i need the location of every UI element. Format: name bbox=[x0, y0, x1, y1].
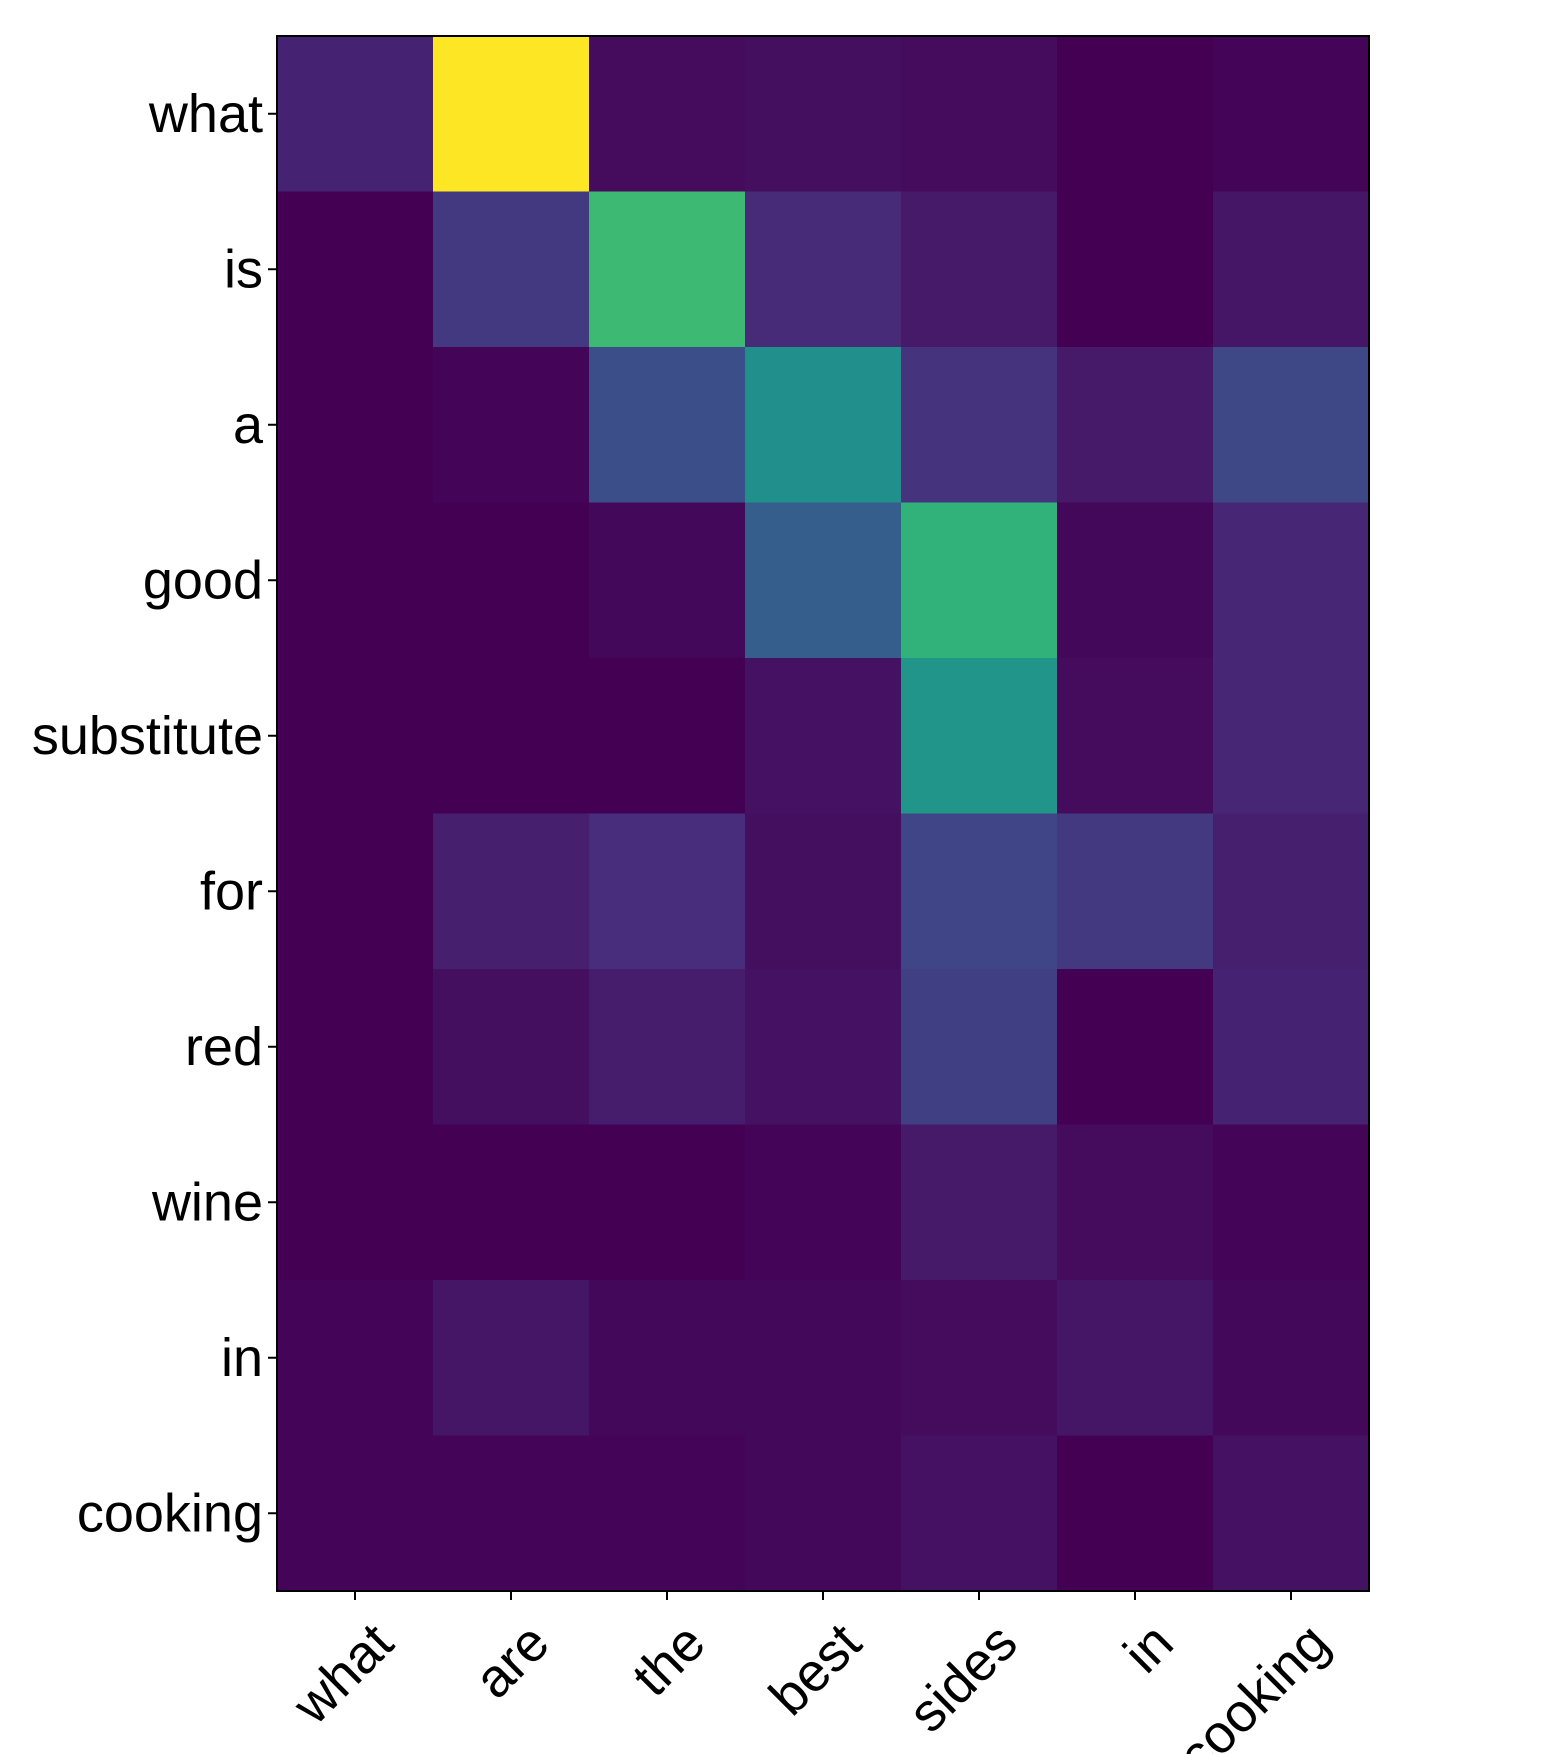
x-tick-label-3: best bbox=[758, 1612, 873, 1727]
heatmap-cell-5-6 bbox=[1213, 813, 1370, 970]
heatmap-cell-3-5 bbox=[1057, 502, 1214, 659]
heatmap-cell-1-4 bbox=[901, 191, 1058, 348]
heatmap-cell-6-3 bbox=[745, 969, 902, 1126]
heatmap-cell-7-0 bbox=[277, 1124, 434, 1281]
x-tick-label-6: cooking bbox=[1167, 1612, 1341, 1754]
heatmap-cell-2-5 bbox=[1057, 347, 1214, 504]
y-tick-label-6: red bbox=[185, 1017, 263, 1077]
x-tick-label-0: what bbox=[281, 1612, 405, 1736]
heatmap-cell-0-1 bbox=[433, 36, 590, 193]
heatmap-cells bbox=[277, 36, 1370, 1592]
heatmap-cell-7-5 bbox=[1057, 1124, 1214, 1281]
heatmap-cell-4-4 bbox=[901, 658, 1058, 815]
y-tick-label-7: wine bbox=[151, 1172, 263, 1232]
heatmap-cell-0-4 bbox=[901, 36, 1058, 193]
heatmap-cell-3-2 bbox=[589, 502, 746, 659]
y-tick-label-2: a bbox=[233, 395, 264, 455]
heatmap-cell-7-6 bbox=[1213, 1124, 1370, 1281]
heatmap-cell-4-6 bbox=[1213, 658, 1370, 815]
heatmap-cell-6-0 bbox=[277, 969, 434, 1126]
x-tick-label-1: are bbox=[463, 1612, 561, 1710]
y-tick-label-4: substitute bbox=[32, 706, 263, 766]
heatmap-cell-2-3 bbox=[745, 347, 902, 504]
heatmap-cell-4-0 bbox=[277, 658, 434, 815]
heatmap-cell-4-2 bbox=[589, 658, 746, 815]
heatmap-cell-8-2 bbox=[589, 1280, 746, 1437]
heatmap-cell-7-4 bbox=[901, 1124, 1058, 1281]
heatmap-cell-1-2 bbox=[589, 191, 746, 348]
y-axis: what is a good substitute for red wine in cooking bbox=[32, 84, 277, 1543]
heatmap-cell-1-0 bbox=[277, 191, 434, 348]
y-tick-label-3: good bbox=[143, 550, 263, 610]
heatmap-cell-3-0 bbox=[277, 502, 434, 659]
heatmap-cell-1-6 bbox=[1213, 191, 1370, 348]
y-tick-label-1: is bbox=[224, 239, 263, 299]
heatmap-cell-4-3 bbox=[745, 658, 902, 815]
heatmap-cell-3-1 bbox=[433, 502, 590, 659]
heatmap-cell-0-6 bbox=[1213, 36, 1370, 193]
heatmap-cell-4-1 bbox=[433, 658, 590, 815]
heatmap-cell-1-3 bbox=[745, 191, 902, 348]
heatmap-cell-6-5 bbox=[1057, 969, 1214, 1126]
heatmap-cell-2-4 bbox=[901, 347, 1058, 504]
heatmap-cell-2-2 bbox=[589, 347, 746, 504]
heatmap-cell-5-0 bbox=[277, 813, 434, 970]
heatmap-cell-3-6 bbox=[1213, 502, 1370, 659]
heatmap-cell-9-1 bbox=[433, 1435, 590, 1592]
y-tick-label-0: what bbox=[148, 84, 263, 144]
heatmap-cell-7-1 bbox=[433, 1124, 590, 1281]
x-tick-label-4: sides bbox=[897, 1612, 1029, 1744]
y-tick-label-9: cooking bbox=[77, 1483, 263, 1543]
y-tick-label-8: in bbox=[221, 1328, 263, 1388]
heatmap-cell-2-0 bbox=[277, 347, 434, 504]
heatmap-cell-6-6 bbox=[1213, 969, 1370, 1126]
heatmap-cell-0-0 bbox=[277, 36, 434, 193]
heatmap-cell-2-1 bbox=[433, 347, 590, 504]
heatmap-cell-5-2 bbox=[589, 813, 746, 970]
heatmap-cell-9-5 bbox=[1057, 1435, 1214, 1592]
heatmap-cell-6-4 bbox=[901, 969, 1058, 1126]
heatmap-cell-8-3 bbox=[745, 1280, 902, 1437]
heatmap-cell-5-4 bbox=[901, 813, 1058, 970]
heatmap-cell-6-1 bbox=[433, 969, 590, 1126]
heatmap-cell-3-3 bbox=[745, 502, 902, 659]
heatmap-cell-3-4 bbox=[901, 502, 1058, 659]
heatmap-cell-8-6 bbox=[1213, 1280, 1370, 1437]
heatmap-cell-5-5 bbox=[1057, 813, 1214, 970]
heatmap-cell-1-5 bbox=[1057, 191, 1214, 348]
heatmap-cell-8-4 bbox=[901, 1280, 1058, 1437]
x-tick-label-5: in bbox=[1112, 1612, 1184, 1684]
heatmap-cell-2-6 bbox=[1213, 347, 1370, 504]
heatmap-cell-9-3 bbox=[745, 1435, 902, 1592]
heatmap-cell-8-5 bbox=[1057, 1280, 1214, 1437]
heatmap-cell-8-0 bbox=[277, 1280, 434, 1437]
heatmap-cell-9-6 bbox=[1213, 1435, 1370, 1592]
heatmap-cell-5-1 bbox=[433, 813, 590, 970]
heatmap-cell-0-5 bbox=[1057, 36, 1214, 193]
heatmap-cell-9-4 bbox=[901, 1435, 1058, 1592]
heatmap-cell-1-1 bbox=[433, 191, 590, 348]
heatmap-cell-4-5 bbox=[1057, 658, 1214, 815]
heatmap-cell-9-0 bbox=[277, 1435, 434, 1592]
heatmap-cell-5-3 bbox=[745, 813, 902, 970]
heatmap-cell-8-1 bbox=[433, 1280, 590, 1437]
x-tick-label-2: the bbox=[621, 1612, 717, 1708]
heatmap-cell-7-3 bbox=[745, 1124, 902, 1281]
heatmap-cell-7-2 bbox=[589, 1124, 746, 1281]
heatmap-cell-9-2 bbox=[589, 1435, 746, 1592]
heatmap-cell-6-2 bbox=[589, 969, 746, 1126]
heatmap-cell-0-3 bbox=[745, 36, 902, 193]
y-tick-label-5: for bbox=[200, 861, 263, 921]
heatmap-cell-0-2 bbox=[589, 36, 746, 193]
